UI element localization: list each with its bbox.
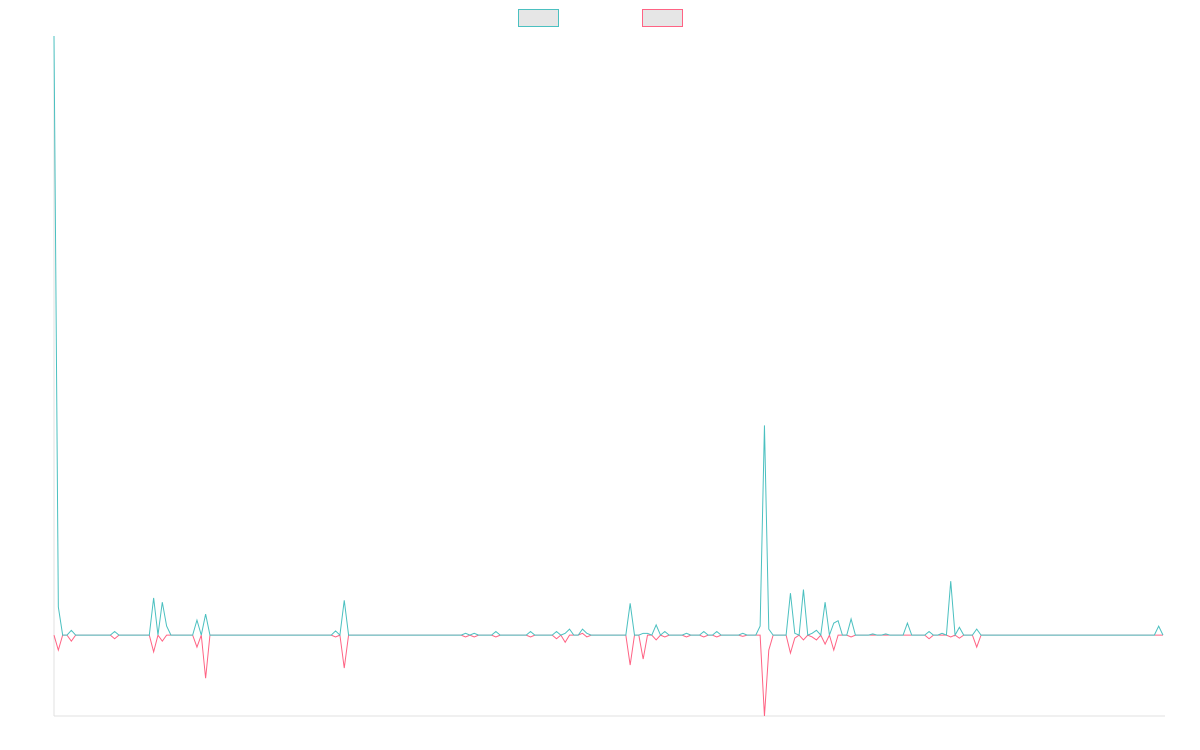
line-series — [53, 632, 1163, 717]
legend-swatch — [518, 9, 559, 27]
legend-swatch — [642, 9, 683, 27]
line-series — [53, 35, 1164, 637]
